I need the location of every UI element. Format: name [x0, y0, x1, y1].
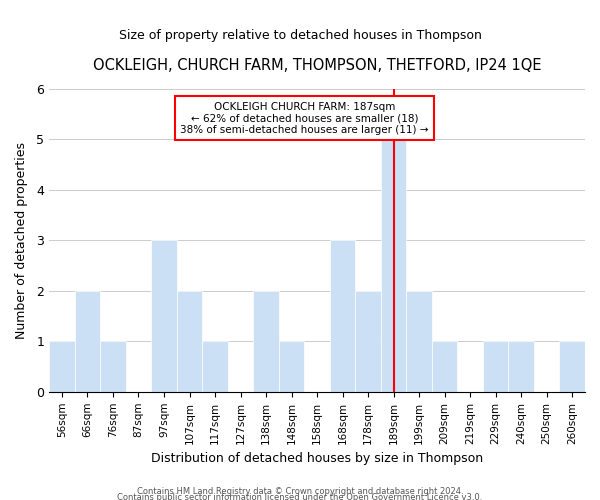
Bar: [253, 291, 279, 392]
Text: Contains public sector information licensed under the Open Government Licence v3: Contains public sector information licen…: [118, 492, 482, 500]
Title: OCKLEIGH, CHURCH FARM, THOMPSON, THETFORD, IP24 1QE: OCKLEIGH, CHURCH FARM, THOMPSON, THETFOR…: [93, 58, 541, 72]
Text: Size of property relative to detached houses in Thompson: Size of property relative to detached ho…: [119, 29, 481, 42]
Text: Contains HM Land Registry data © Crown copyright and database right 2024.: Contains HM Land Registry data © Crown c…: [137, 486, 463, 496]
Bar: [355, 291, 381, 392]
Text: OCKLEIGH CHURCH FARM: 187sqm
← 62% of detached houses are smaller (18)
38% of se: OCKLEIGH CHURCH FARM: 187sqm ← 62% of de…: [180, 102, 428, 135]
Y-axis label: Number of detached properties: Number of detached properties: [15, 142, 28, 339]
Bar: [406, 291, 432, 392]
Bar: [202, 342, 228, 392]
Bar: [75, 291, 100, 392]
Bar: [432, 342, 457, 392]
Bar: [279, 342, 304, 392]
Bar: [49, 342, 75, 392]
Bar: [177, 291, 202, 392]
Bar: [151, 240, 177, 392]
Bar: [381, 140, 406, 392]
Bar: [330, 240, 355, 392]
Bar: [483, 342, 508, 392]
Bar: [508, 342, 534, 392]
Bar: [100, 342, 126, 392]
Bar: [559, 342, 585, 392]
X-axis label: Distribution of detached houses by size in Thompson: Distribution of detached houses by size …: [151, 452, 483, 465]
